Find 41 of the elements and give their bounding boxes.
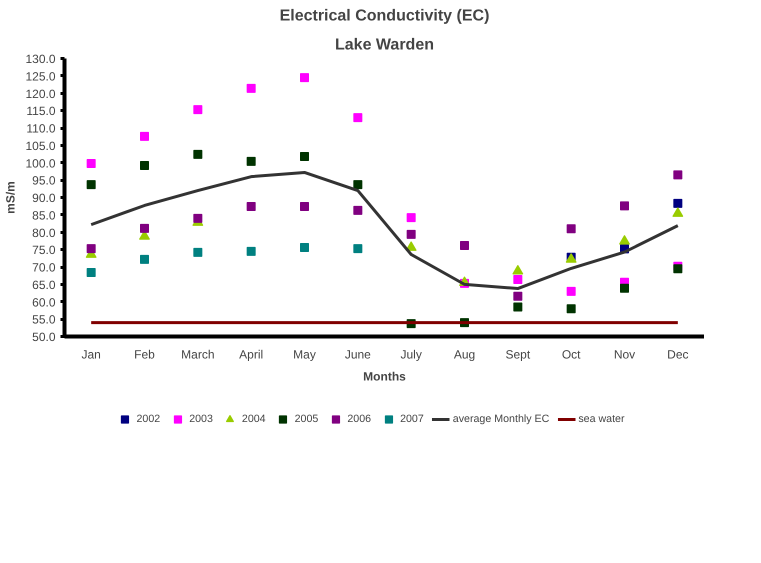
y-tick-label: 70.0 [32, 260, 56, 274]
y-tick-label: 55.0 [32, 312, 56, 327]
y-tick-label: 115.0 [26, 104, 56, 118]
legend-label: 2003 [189, 413, 213, 425]
legend-label: sea water [578, 413, 625, 425]
y-tick-label: 60.0 [32, 295, 56, 310]
chart-subtitle: Lake Warden [335, 36, 434, 54]
y-tick-label: 110.0 [26, 122, 56, 136]
y-tick-label: 90.0 [32, 191, 56, 205]
y-tick-label: 80.0 [32, 226, 56, 240]
x-tick-label: June [344, 348, 372, 362]
y-tick-label: 85.0 [32, 208, 56, 222]
x-tick-label: April [239, 348, 264, 362]
legend-label: average Monthly EC [452, 413, 550, 425]
y-tick-label: 130.0 [25, 52, 56, 66]
y-tick-label: 75.0 [32, 243, 56, 258]
x-tick-label: Oct [562, 348, 582, 362]
legend-label: 2007 [400, 413, 424, 425]
y-tick-label: 50.0 [32, 330, 56, 344]
x-tick-label: Nov [614, 348, 636, 362]
x-tick-label: May [293, 348, 316, 362]
y-tick-label: 100.0 [25, 156, 56, 170]
legend-label: 2006 [347, 413, 372, 425]
y-tick-label: 95.0 [32, 174, 56, 188]
x-tick-label: Feb [134, 348, 156, 362]
legend-label: 2002 [136, 413, 160, 425]
y-tick-label: 120.0 [25, 86, 56, 101]
x-axis-title: Months [363, 370, 406, 384]
x-tick-label: Sept [505, 348, 531, 362]
x-tick-label: Aug [454, 348, 476, 362]
y-tick-label: 125.0 [25, 69, 56, 84]
x-tick-label: March [181, 348, 215, 362]
x-tick-label: Dec [667, 348, 689, 362]
x-tick-label: Jan [81, 348, 101, 362]
y-tick-label: 65.0 [32, 278, 56, 292]
chart-title: Electrical Conductivity (EC) [280, 8, 490, 24]
y-tick-label: 105.0 [25, 138, 56, 153]
legend-label: 2005 [294, 413, 318, 425]
legend-label: 2004 [242, 413, 266, 425]
y-axis-title: mS/m [3, 181, 18, 214]
x-tick-label: July [400, 348, 422, 362]
